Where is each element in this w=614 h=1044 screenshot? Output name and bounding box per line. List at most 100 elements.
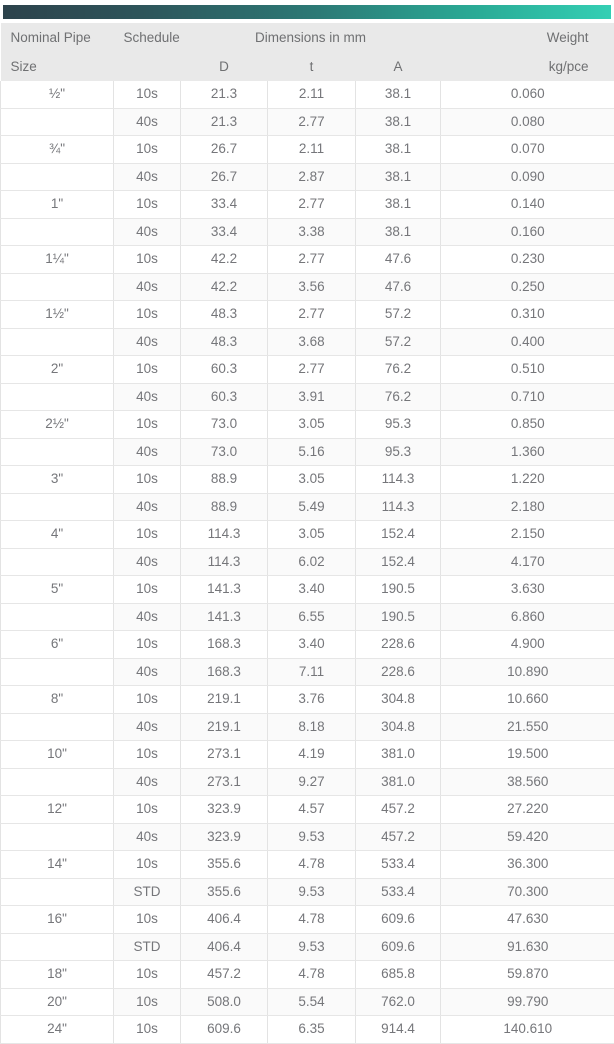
cell-d: 42.2 xyxy=(181,273,268,301)
cell-nominal-pipe-size xyxy=(1,383,114,411)
cell-schedule: 40s xyxy=(114,273,181,301)
cell-schedule: 40s xyxy=(114,713,181,741)
cell-nominal-pipe-size: 8" xyxy=(1,686,114,714)
cell-nominal-pipe-size: ½" xyxy=(1,81,114,108)
cell-a: 685.8 xyxy=(356,961,441,989)
cell-a: 57.2 xyxy=(356,328,441,356)
cell-t: 3.91 xyxy=(268,383,356,411)
cell-nominal-pipe-size xyxy=(1,768,114,796)
cell-weight: 27.220 xyxy=(441,796,614,824)
cell-d: 42.2 xyxy=(181,246,268,274)
cell-d: 323.9 xyxy=(181,796,268,824)
cell-weight: 0.850 xyxy=(441,411,614,439)
cell-d: 73.0 xyxy=(181,438,268,466)
cell-weight: 4.900 xyxy=(441,631,614,659)
cell-a: 38.1 xyxy=(356,191,441,219)
cell-nominal-pipe-size: 12" xyxy=(1,796,114,824)
header-a: A xyxy=(356,52,441,81)
cell-weight: 99.790 xyxy=(441,988,614,1016)
cell-a: 95.3 xyxy=(356,411,441,439)
cell-t: 2.77 xyxy=(268,108,356,136)
table-header-row-1: Nominal Pipe Schedule Dimensions in mm W… xyxy=(1,23,614,52)
cell-nominal-pipe-size xyxy=(1,603,114,631)
cell-d: 219.1 xyxy=(181,713,268,741)
cell-a: 38.1 xyxy=(356,81,441,108)
header-gradient-bar-wrap xyxy=(0,0,614,23)
header-dimensions-group: Dimensions in mm xyxy=(181,23,441,52)
cell-d: 21.3 xyxy=(181,108,268,136)
cell-d: 114.3 xyxy=(181,548,268,576)
cell-a: 381.0 xyxy=(356,741,441,769)
cell-schedule: 10s xyxy=(114,631,181,659)
cell-nominal-pipe-size: 2" xyxy=(1,356,114,384)
cell-a: 38.1 xyxy=(356,136,441,164)
cell-schedule: 10s xyxy=(114,301,181,329)
cell-t: 6.55 xyxy=(268,603,356,631)
cell-schedule: 40s xyxy=(114,768,181,796)
cell-schedule: 40s xyxy=(114,328,181,356)
header-nominal-pipe-size-line2: Size xyxy=(1,52,114,81)
header-d: D xyxy=(181,52,268,81)
cell-nominal-pipe-size xyxy=(1,658,114,686)
cell-weight: 0.400 xyxy=(441,328,614,356)
cell-schedule: 10s xyxy=(114,576,181,604)
cell-d: 88.9 xyxy=(181,493,268,521)
cell-schedule: STD xyxy=(114,933,181,961)
cell-d: 141.3 xyxy=(181,603,268,631)
cell-schedule: 10s xyxy=(114,246,181,274)
cell-d: 73.0 xyxy=(181,411,268,439)
cell-t: 6.35 xyxy=(268,1016,356,1044)
cell-nominal-pipe-size: 10" xyxy=(1,741,114,769)
cell-weight: 47.630 xyxy=(441,906,614,934)
cell-d: 60.3 xyxy=(181,356,268,384)
cell-nominal-pipe-size xyxy=(1,493,114,521)
cell-t: 6.02 xyxy=(268,548,356,576)
cell-t: 2.11 xyxy=(268,136,356,164)
cell-d: 508.0 xyxy=(181,988,268,1016)
cell-weight: 19.500 xyxy=(441,741,614,769)
cell-nominal-pipe-size xyxy=(1,878,114,906)
cell-schedule: 10s xyxy=(114,988,181,1016)
cell-schedule: 10s xyxy=(114,521,181,549)
cell-t: 4.78 xyxy=(268,851,356,879)
cell-schedule: 40s xyxy=(114,108,181,136)
cell-schedule: 40s xyxy=(114,438,181,466)
cell-a: 76.2 xyxy=(356,383,441,411)
cell-d: 355.6 xyxy=(181,851,268,879)
cell-nominal-pipe-size: 1½" xyxy=(1,301,114,329)
cell-a: 609.6 xyxy=(356,906,441,934)
cell-d: 21.3 xyxy=(181,81,268,108)
cell-t: 3.38 xyxy=(268,218,356,246)
cell-schedule: 10s xyxy=(114,796,181,824)
cell-schedule: 10s xyxy=(114,136,181,164)
cell-nominal-pipe-size xyxy=(1,163,114,191)
cell-schedule: 10s xyxy=(114,906,181,934)
cell-schedule: 40s xyxy=(114,163,181,191)
cell-weight: 0.140 xyxy=(441,191,614,219)
cell-nominal-pipe-size xyxy=(1,273,114,301)
cell-a: 152.4 xyxy=(356,548,441,576)
cell-a: 152.4 xyxy=(356,521,441,549)
cell-nominal-pipe-size: 16" xyxy=(1,906,114,934)
cell-a: 190.5 xyxy=(356,576,441,604)
cell-d: 406.4 xyxy=(181,906,268,934)
cell-t: 2.77 xyxy=(268,191,356,219)
header-schedule-line2 xyxy=(114,52,181,81)
cell-d: 48.3 xyxy=(181,328,268,356)
cell-weight: 10.660 xyxy=(441,686,614,714)
cell-weight: 0.080 xyxy=(441,108,614,136)
cell-t: 7.11 xyxy=(268,658,356,686)
